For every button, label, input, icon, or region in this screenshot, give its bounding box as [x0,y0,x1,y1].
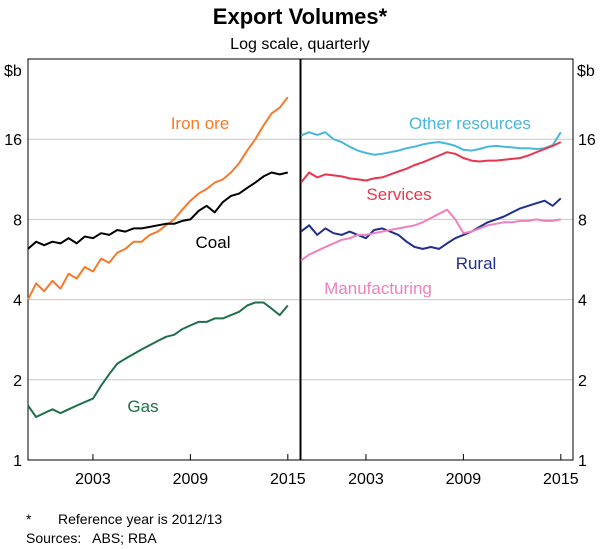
series-label-iron-ore: Iron ore [171,114,230,133]
series-label-rural: Rural [456,254,497,273]
labels-layer: 1 1 2 2 4 4 8 8 16 16 2003 2009 2015 2003 2009 2015 Iron… [4,114,596,488]
y-tick-label-right: 1 [578,453,587,470]
x-tick-label: 2003 [348,471,384,488]
chart-subtitle: Log scale, quarterly [230,36,370,53]
y-axis-unit-right: $b [577,63,595,80]
x-tick-label: 2003 [75,471,111,488]
x-tick-label: 2015 [543,471,579,488]
y-tick-label-left: 16 [4,132,22,149]
series-label-manufacturing: Manufacturing [324,279,432,298]
series-line-manufacturing [300,208,561,262]
y-tick-label-right: 2 [578,373,587,390]
series-label-services: Services [366,185,431,204]
series-line-rural [300,197,562,250]
y-tick-label-left: 1 [13,453,22,470]
chart-title: Export Volumes* [213,4,388,29]
series-line-coal [27,171,289,250]
series-line-other-resources [300,131,562,156]
footnote-marker: * [26,511,32,527]
series-label-coal: Coal [196,233,231,252]
panel-frame-1 [27,58,301,461]
y-axis-unit-left: $b [4,63,22,80]
x-tick-label: 2015 [270,471,306,488]
y-tick-label-right: 4 [578,293,587,310]
series-line-iron-ore [27,96,289,301]
y-tick-label-left: 8 [13,212,22,229]
y-tick-label-left: 4 [13,293,22,310]
footnote-text: Reference year is 2012/13 [58,511,223,527]
y-tick-label-right: 16 [578,132,596,149]
series-line-services [300,141,562,184]
series-line-gas [27,301,289,418]
series-layer [27,96,562,418]
y-tick-label-left: 2 [13,373,22,390]
series-label-gas: Gas [127,397,158,416]
series-label-other-resources: Other resources [409,114,531,133]
y-tick-label-right: 8 [578,212,587,229]
x-tick-label: 2009 [173,471,209,488]
sources: Sources: ABS; RBA [26,530,157,546]
x-tick-label: 2009 [446,471,482,488]
